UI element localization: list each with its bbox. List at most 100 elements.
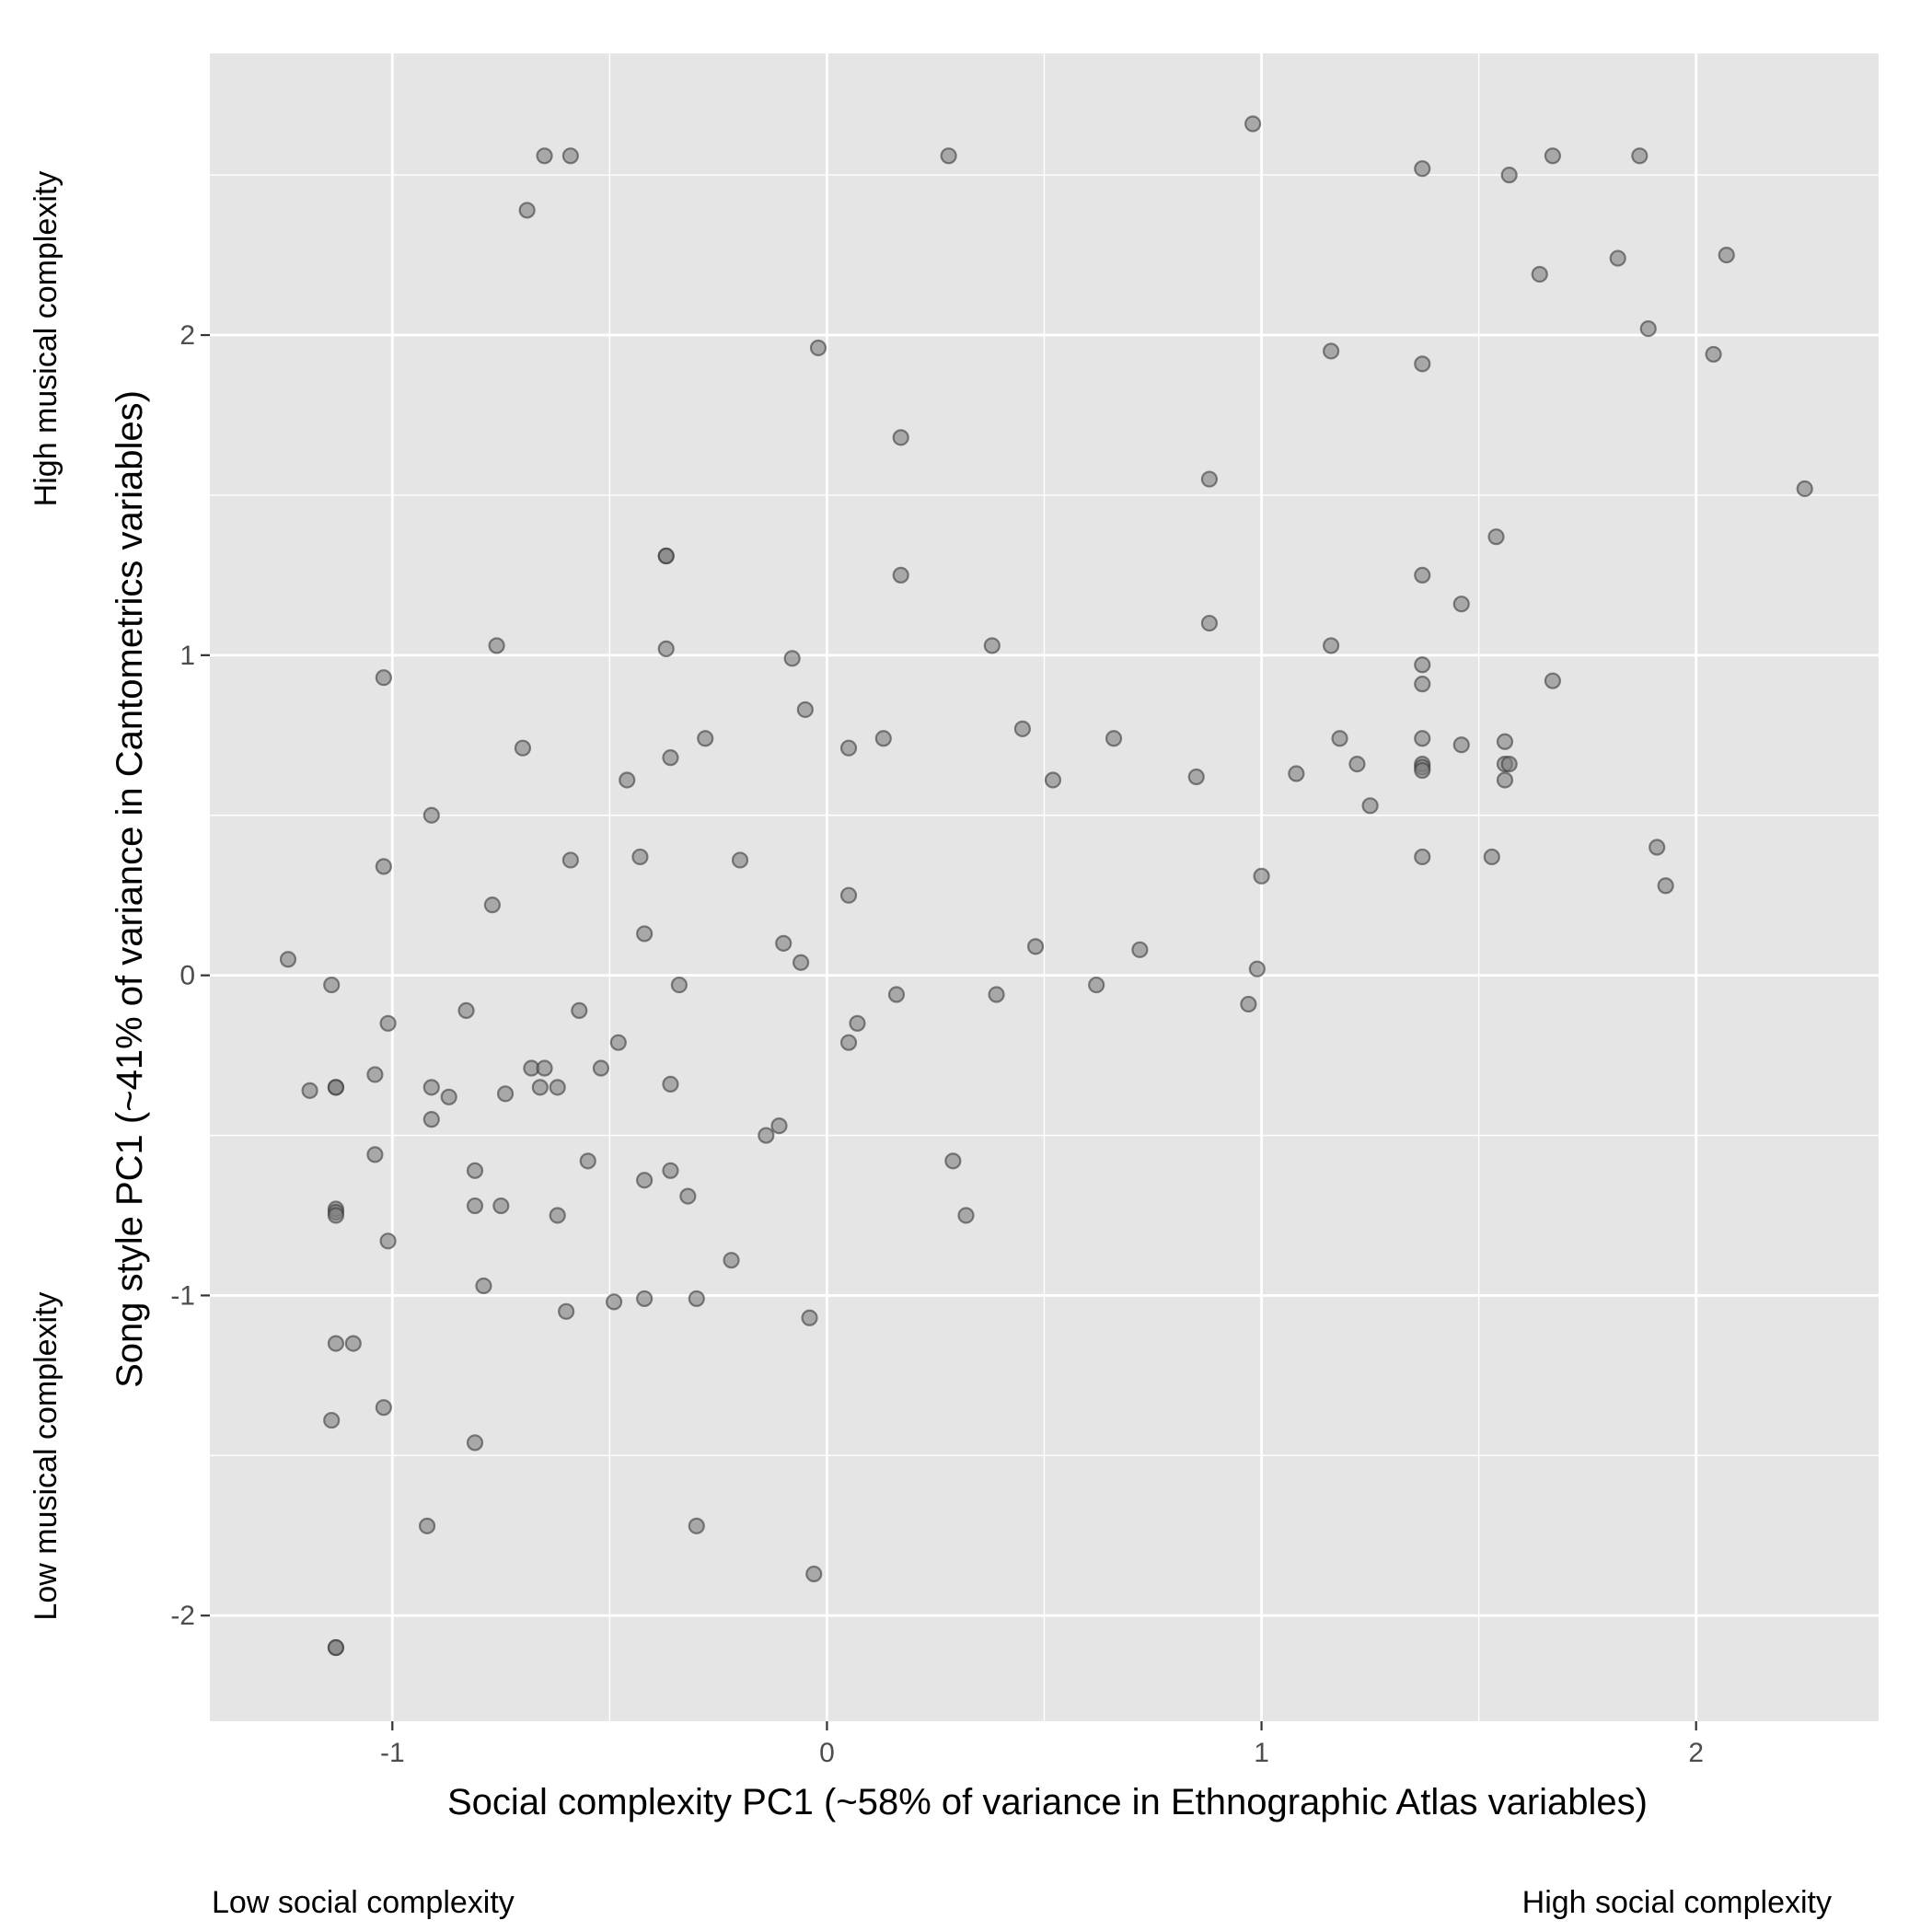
data-point [518,202,536,219]
data-point [549,1079,566,1096]
data-point [839,1034,858,1051]
y-tick-label: -1 [170,1280,195,1311]
data-point [1414,848,1431,866]
data-point [466,1162,484,1179]
data-point [1187,768,1205,786]
data-point [1500,167,1518,184]
data-point [422,806,440,824]
data-point [657,640,675,657]
data-point [662,1162,679,1179]
major-gridlines [210,53,1879,1721]
data-point [1088,976,1105,994]
data-point [670,976,688,994]
data-point [366,1146,384,1163]
data-point [279,951,297,968]
data-point [874,730,892,747]
data-point [783,650,801,667]
y-axis-ticks: -2 -1 0 1 2 [170,320,210,1631]
data-point [466,1434,484,1452]
data-point [1253,867,1270,885]
data-point [1500,755,1518,773]
data-point [792,954,810,971]
data-point [801,1309,818,1326]
data-point [731,851,749,869]
data-point [1323,637,1340,654]
data-point [1452,736,1470,754]
data-point [366,1066,384,1083]
data-point [483,897,501,914]
data-point [379,1232,397,1250]
data-point [983,637,1001,654]
data-point [1718,247,1735,264]
data-point [1414,160,1431,178]
data-point [379,1014,397,1032]
data-point [531,1079,549,1096]
data-point [440,1088,457,1105]
data-point [1131,941,1149,958]
data-point [579,1152,596,1170]
data-point [940,147,957,165]
x-low-label: Low social complexity [212,1885,515,1920]
data-point [775,934,792,952]
minor-gridlines [210,53,1879,1721]
data-point [422,1079,440,1096]
data-point [662,749,679,767]
data-point [344,1335,362,1352]
data-point [327,1335,345,1352]
data-point [327,1079,345,1096]
data-point [758,1127,775,1144]
data-point [1323,342,1340,360]
data-point [327,1207,345,1224]
data-point [697,730,714,747]
data-point [1288,765,1305,782]
data-point [839,739,858,757]
data-point [375,669,392,687]
data-point [1544,147,1561,165]
data-point [327,1638,345,1657]
data-point [301,1082,318,1099]
data-point [496,1085,515,1103]
data-point [1200,614,1219,632]
x-tick-label: 2 [1688,1738,1704,1768]
data-point [1200,470,1219,488]
data-point [839,886,858,904]
data-point [561,147,579,165]
data-point [558,1302,575,1320]
y-axis-label: Song style PC1 (~41% of variance in Cant… [110,390,150,1388]
data-point [805,1565,823,1583]
data-point [375,858,392,875]
data-point [957,1207,975,1224]
data-point [1414,566,1431,584]
data-point [1248,960,1266,978]
data-point [1105,730,1123,747]
data-point [1544,672,1561,689]
data-point [988,986,1005,1003]
data-point [1483,848,1500,866]
x-tick-label: 0 [819,1738,835,1768]
x-tick-label: 1 [1254,1738,1269,1768]
data-point [631,848,649,866]
data-point [592,1059,610,1077]
data-point [636,925,654,943]
data-point [323,1411,341,1429]
data-point [1414,730,1431,747]
data-point [1657,877,1674,895]
data-point [892,566,909,584]
data-point [1531,265,1548,283]
data-point [418,1517,436,1534]
data-point [770,1117,788,1135]
data-point [1013,720,1031,737]
data-point [1414,676,1431,693]
data-point [1331,730,1348,747]
data-point [1244,115,1262,133]
data-point [609,1034,627,1051]
data-point [723,1252,740,1269]
data-point [1026,938,1045,955]
x-high-label: High social complexity [1522,1885,1832,1920]
data-point [536,1059,553,1077]
data-point [1414,355,1431,373]
data-point [662,1075,679,1093]
data-point [1496,733,1514,750]
y-tick-label: 1 [179,641,195,671]
